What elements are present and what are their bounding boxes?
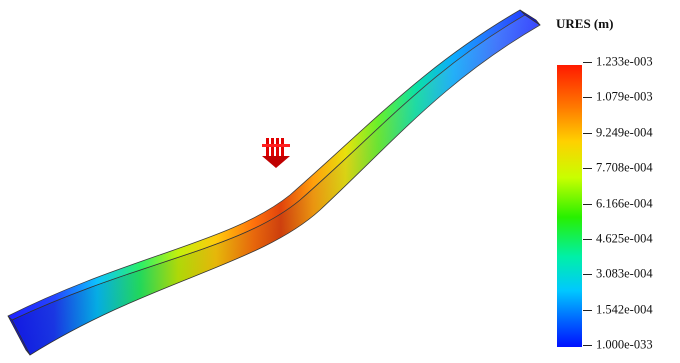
beam-end-cap-left <box>7 315 31 356</box>
color-scale-bar <box>557 65 582 347</box>
color-scale-tick-label: 6.166e-004 <box>596 196 653 210</box>
color-scale-tick-label: 1.079e-003 <box>596 89 653 104</box>
legend-title: URES (m) <box>556 16 614 31</box>
color-scale-tick-label: 3.083e-004 <box>596 266 653 281</box>
color-scale-tick-label: 4.625e-004 <box>596 231 653 246</box>
color-scale-tick-mark <box>583 97 592 99</box>
beam-end-cap-right <box>519 9 541 26</box>
color-scale-tick-mark <box>583 274 592 276</box>
color-scale-tick-label: 1.233e-003 <box>596 54 653 69</box>
color-scale-tick-label: 1.542e-004 <box>596 302 653 317</box>
beam-shading <box>12 15 540 355</box>
color-scale-tick-mark <box>583 309 592 311</box>
color-scale-tick-mark <box>583 203 592 205</box>
color-scale-tick-mark <box>583 132 592 134</box>
color-scale-tick-mark <box>583 168 592 170</box>
beam-top-face <box>7 9 526 321</box>
force-arrow-icon[interactable] <box>262 138 290 168</box>
color-scale-tick-mark <box>583 345 592 346</box>
color-scale-tick-label: 1.000e-033 <box>596 337 653 352</box>
color-scale-tick-mark <box>583 238 592 240</box>
color-scale-tick-mark <box>583 62 592 63</box>
color-scale-tick-label: 7.708e-004 <box>596 160 653 175</box>
color-scale-tick-label: 9.249e-004 <box>596 125 653 140</box>
